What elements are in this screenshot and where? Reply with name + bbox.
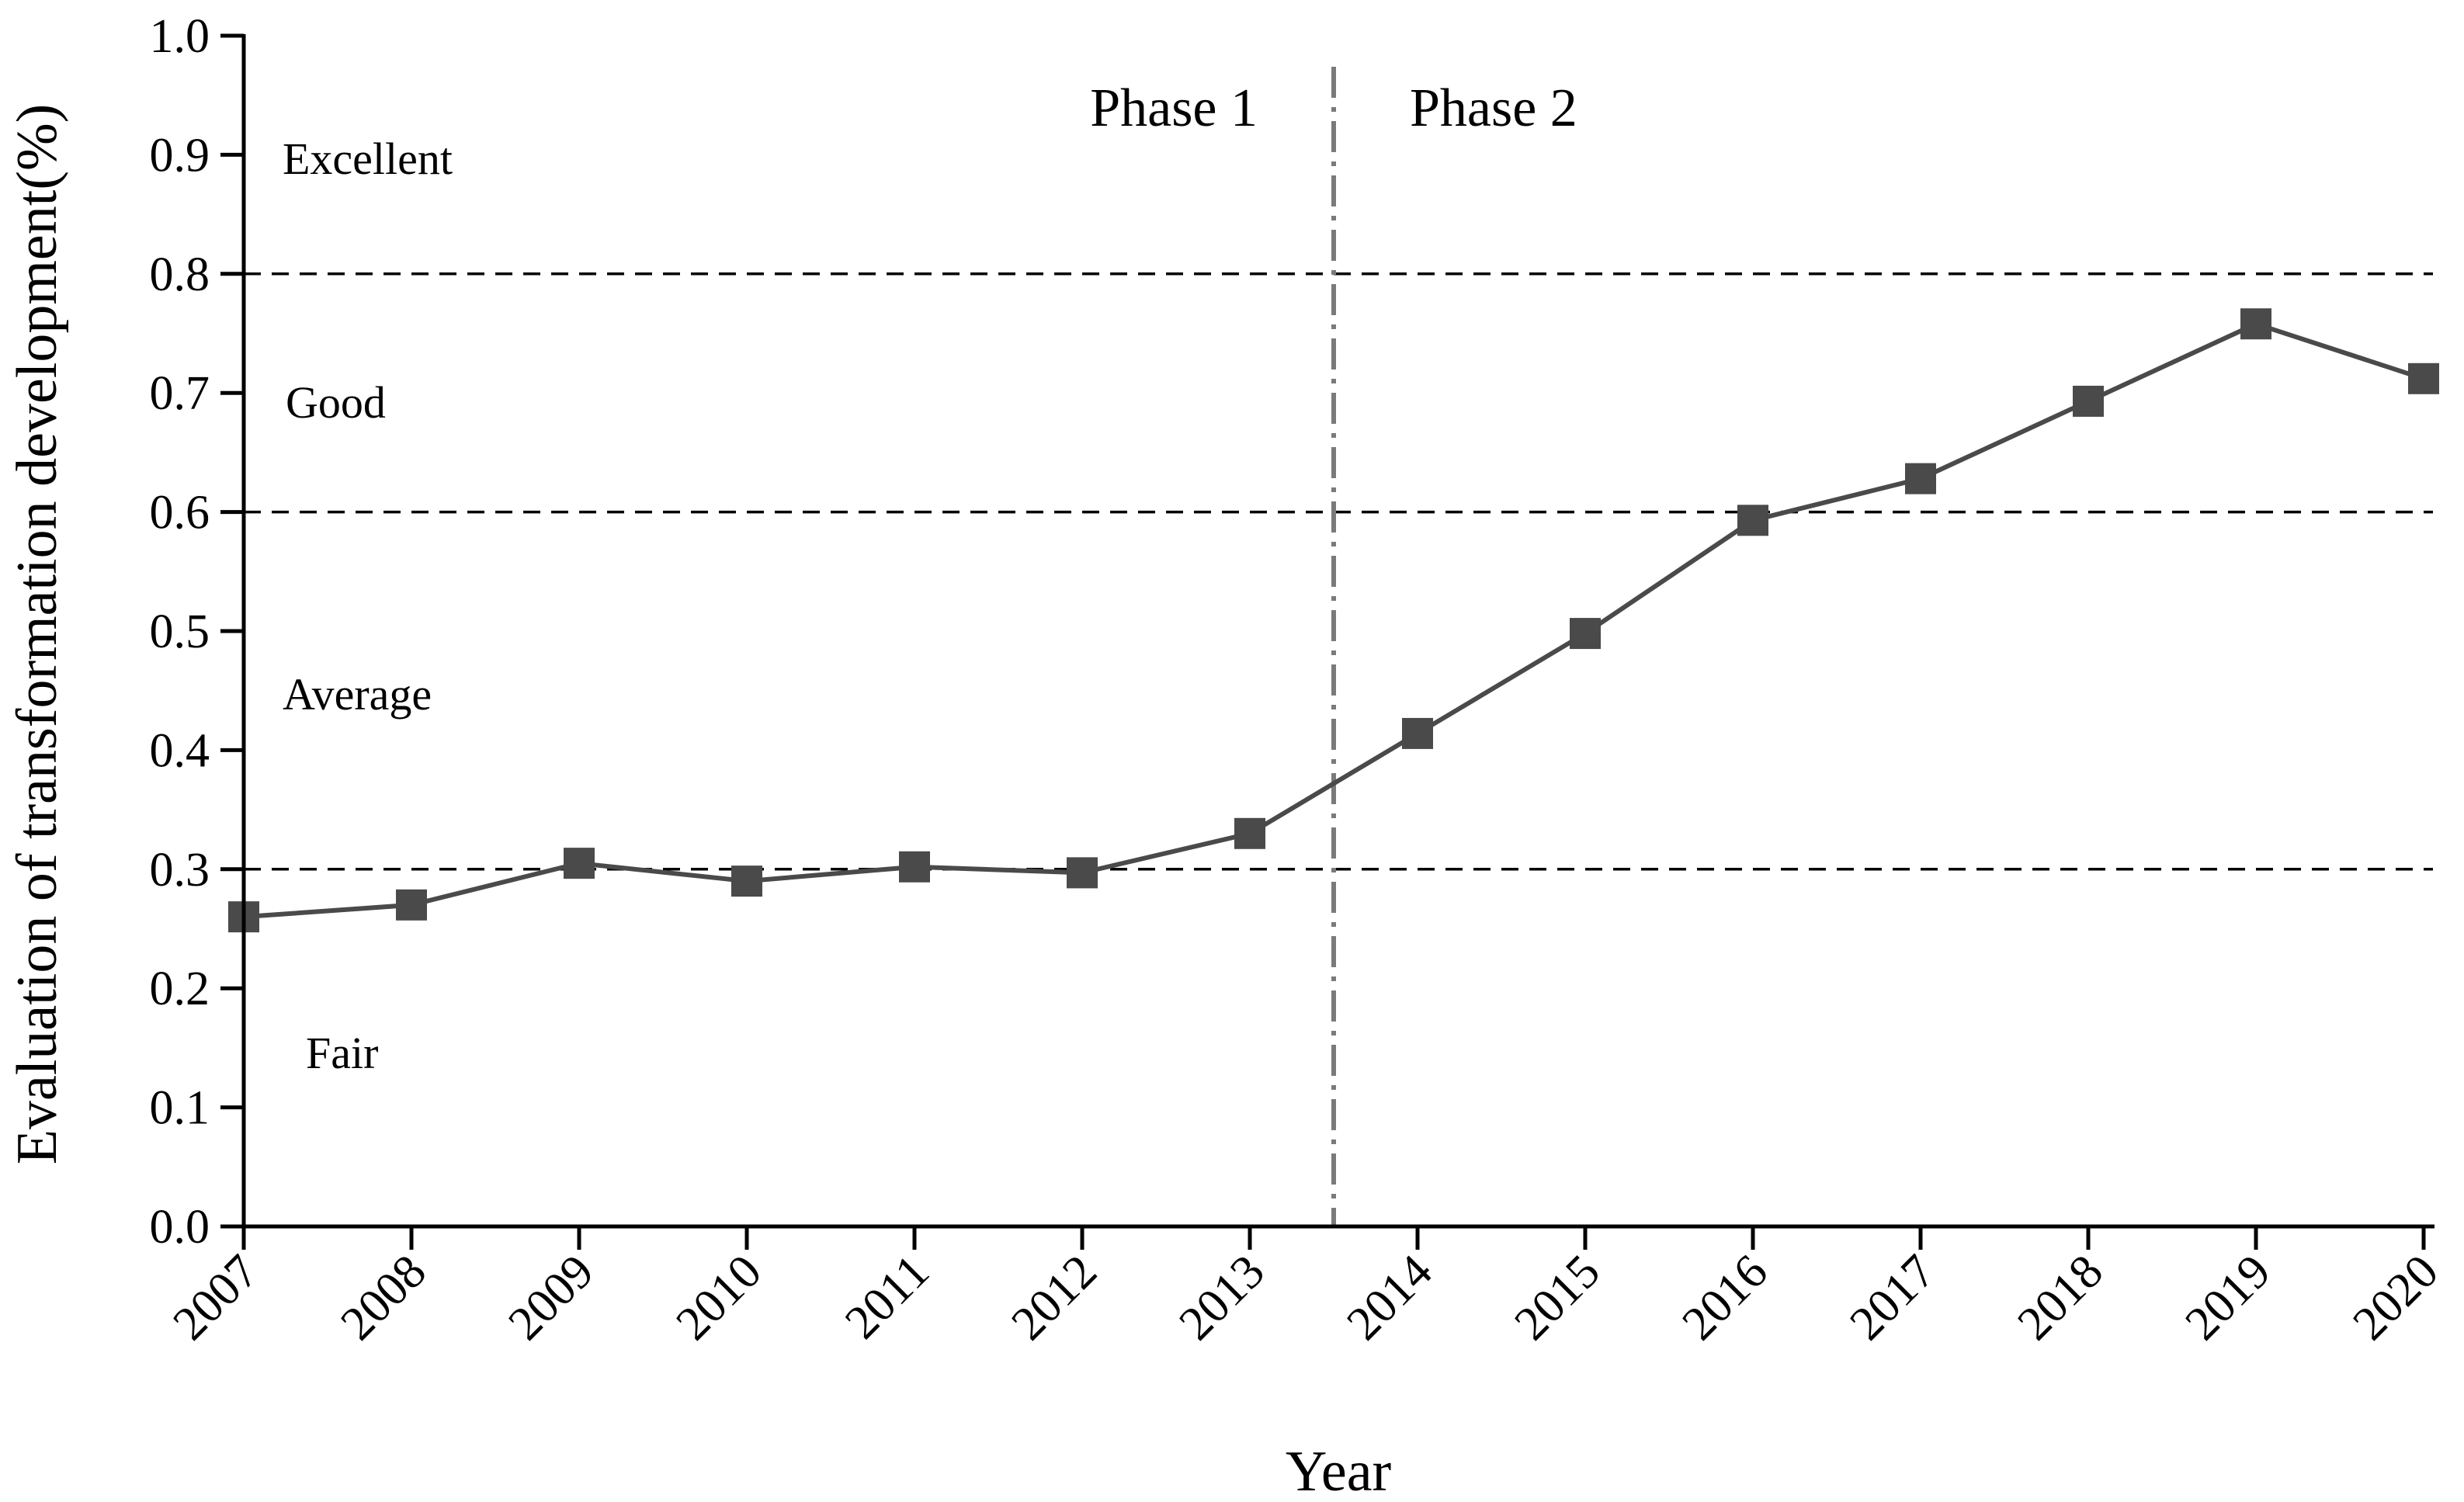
data-point-2020 [2408,362,2439,394]
zone-labels: Excellent Good Average Fair [283,134,453,1078]
data-point-2018 [2073,385,2104,417]
x-tick-label-2013: 2013 [1169,1245,1275,1351]
data-point-2010 [731,865,762,897]
phase-1-label: Phase 1 [1090,78,1258,138]
y-tick-label-1: 0.1 [150,1082,210,1135]
zone-label-average: Average [283,669,432,720]
zone-label-good: Good [286,377,386,428]
x-tick-label-2020: 2020 [2343,1245,2448,1351]
x-tick-label-2014: 2014 [1337,1245,1442,1351]
y-tick-label-2: 0.2 [150,963,210,1015]
data-point-2011 [899,851,930,883]
x-tick-label-2017: 2017 [1840,1245,1945,1351]
series-line-0 [243,321,2424,920]
data-point-2008 [396,889,427,921]
x-axis-title: Year [1286,1440,1391,1502]
y-axis-ticks: 0.0 0.1 0.2 0.3 0.4 0.5 0.6 0.7 0.8 0.9 1.0 [150,10,244,1254]
series-layer [228,308,2439,933]
x-tick-label-2009: 2009 [498,1245,604,1351]
phase-2-label: Phase 2 [1410,78,1577,138]
y-tick-label-6: 0.6 [150,487,210,539]
x-axis-ticks: 2007 2008 2009 2010 2011 2012 2013 2014 2015 2016… [163,1226,2448,1351]
y-tick-label-5: 0.5 [150,605,210,658]
data-point-2017 [1905,463,1936,494]
data-point-2012 [1067,857,1098,889]
reference-lines [244,272,2433,871]
y-tick-label-3: 0.3 [150,844,210,897]
y-tick-label-0: 0.0 [150,1201,210,1254]
x-tick-label-2018: 2018 [2008,1245,2113,1351]
data-point-2016 [1737,505,1768,536]
x-tick-label-2012: 2012 [1001,1245,1107,1351]
data-point-2009 [564,848,595,879]
x-tick-label-2015: 2015 [1504,1245,1610,1351]
y-tick-label-10: 1.0 [150,10,210,63]
data-point-2013 [1234,817,1265,849]
y-tick-label-8: 0.8 [150,248,210,301]
x-tick-label-2016: 2016 [1672,1245,1778,1351]
axes [241,34,2435,1229]
x-tick-label-2007: 2007 [163,1245,269,1351]
y-tick-label-9: 0.9 [150,129,210,182]
y-tick-label-7: 0.7 [150,367,210,420]
y-axis-title: Evaluation of transformation development… [5,104,69,1165]
data-point-2014 [1402,717,1433,749]
y-tick-label-4: 0.4 [150,724,210,777]
x-tick-label-2010: 2010 [666,1245,772,1351]
x-tick-label-2019: 2019 [2175,1245,2281,1351]
x-tick-label-2008: 2008 [331,1245,436,1351]
data-point-2019 [2240,308,2271,340]
phase-divider: Phase 1 Phase 2 [1090,67,1577,1226]
zone-label-fair: Fair [306,1028,378,1078]
data-point-2015 [1570,618,1601,650]
zone-label-excellent: Excellent [283,134,453,184]
x-tick-label-2011: 2011 [835,1245,939,1349]
